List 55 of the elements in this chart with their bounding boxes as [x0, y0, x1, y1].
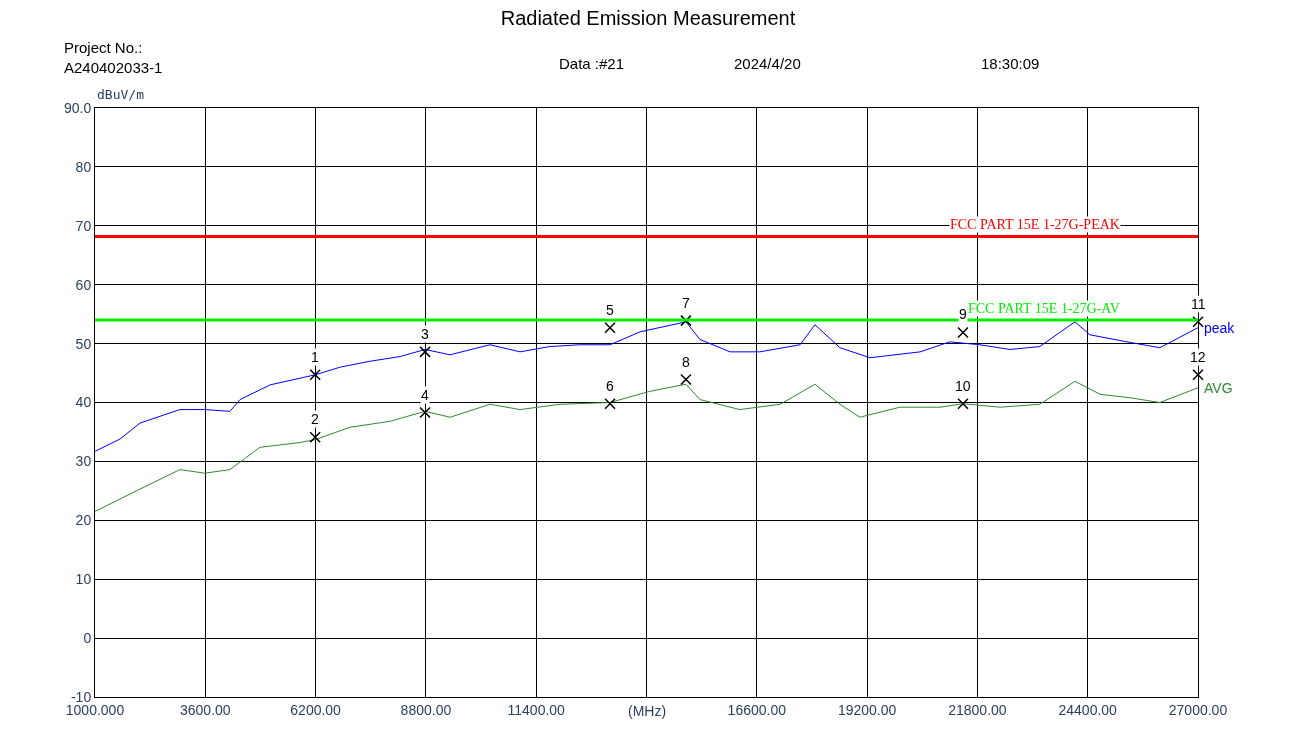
y-tick-label: 20	[75, 512, 92, 529]
point	[604, 397, 616, 410]
x-tick-label: 6200.00	[290, 701, 342, 718]
annotation: 8	[682, 354, 690, 370]
y-tick-label: 40	[75, 394, 92, 411]
y-tick-label: 90.0	[63, 99, 92, 116]
ref-line-label: FCC PART 15E 1-27G-PEAK	[950, 217, 1120, 232]
annotation: 12	[1190, 349, 1206, 365]
annotation: 1	[311, 349, 319, 365]
ref-line-label: FCC PART 15E 1-27G-AV	[968, 301, 1120, 316]
point	[1192, 369, 1204, 381]
annotation: 11	[1191, 296, 1206, 312]
y-tick-label: 80	[75, 158, 92, 175]
x-tick-label: 19200.00	[837, 701, 897, 718]
x-tick-label: 21800.00	[948, 701, 1007, 718]
point	[957, 397, 969, 410]
y-tick-label: 50	[75, 335, 92, 352]
text: Data :#21	[559, 55, 625, 72]
line-series	[95, 380, 1198, 512]
chart-title: Radiated Emission Measurement	[500, 7, 796, 30]
annotation: 3	[421, 326, 429, 342]
point	[309, 369, 321, 381]
x-tick-label: 24400.00	[1058, 701, 1118, 718]
text: 18:30:09	[981, 55, 1040, 72]
x-tick-label: 27000.00	[1168, 701, 1228, 718]
annotation: 10	[955, 378, 971, 394]
annotation: 6	[606, 378, 614, 394]
point	[419, 346, 431, 358]
point	[680, 314, 692, 327]
y-tick-label: 60	[75, 276, 92, 293]
point	[604, 321, 616, 334]
point	[957, 326, 969, 339]
annotation: 5	[606, 302, 614, 318]
annotation: 2	[311, 411, 319, 427]
series-label: AVG	[1204, 380, 1233, 396]
x-tick-label: 11400.00	[507, 701, 566, 718]
x-tick-label: 16600.00	[727, 701, 787, 718]
y-tick-label: 30	[75, 453, 92, 470]
point	[419, 406, 431, 419]
annotation: 4	[421, 387, 429, 403]
point	[680, 373, 692, 386]
x-tick-label: 3600.00	[180, 701, 231, 718]
annotation: 9	[959, 306, 967, 322]
text: Project No.: A240402033-1	[64, 39, 163, 76]
y-tick-label: 0	[83, 630, 92, 646]
y-tick-label: 70	[75, 217, 92, 234]
series-label: peak	[1204, 320, 1236, 336]
y-axis-title: dBuV/m	[97, 87, 145, 102]
point	[1192, 316, 1204, 328]
text: 2024/4/20	[734, 55, 801, 72]
y-tick-label: 10	[75, 571, 92, 588]
annotation: 7	[682, 295, 690, 311]
x-axis-title: (MHz)	[628, 703, 667, 719]
point	[309, 431, 321, 443]
x-tick-label: 8800.00	[400, 701, 452, 718]
